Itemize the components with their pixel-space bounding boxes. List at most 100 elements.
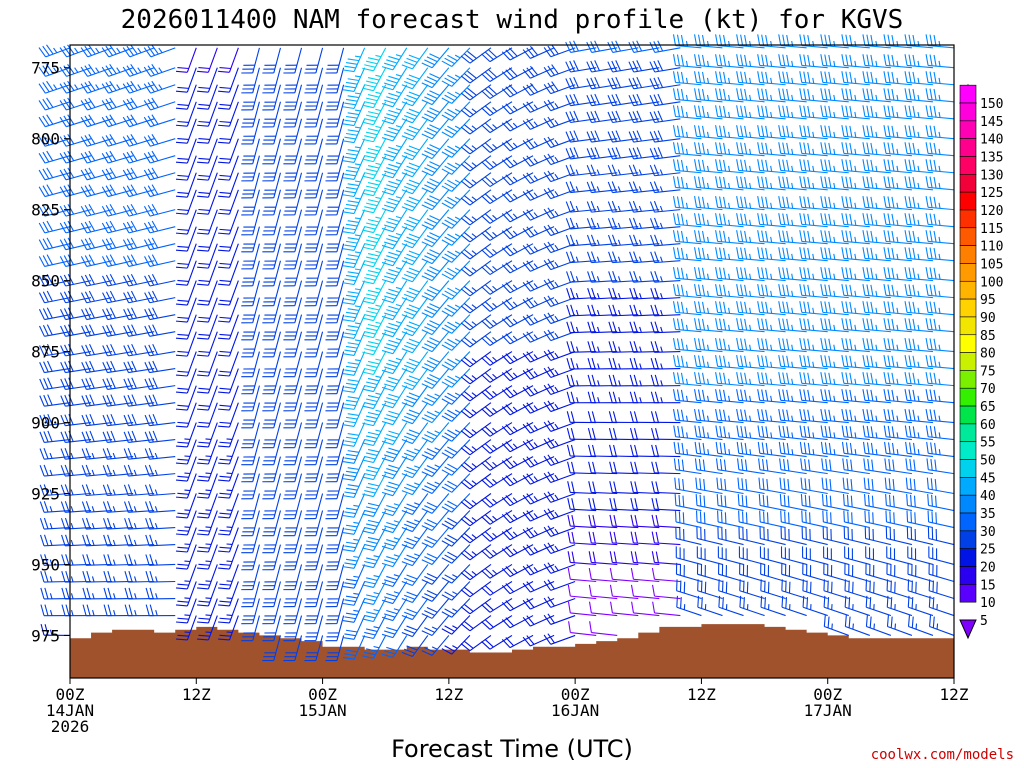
wind-barb — [144, 237, 176, 251]
barb-staff — [228, 84, 239, 110]
barb-feather — [424, 150, 435, 157]
barb-feather — [611, 60, 618, 72]
wind-barb — [175, 226, 197, 252]
barb-feather — [401, 456, 413, 462]
wind-barb — [40, 587, 71, 600]
barb-half-feather — [70, 469, 74, 476]
barb-feather — [404, 168, 416, 175]
barb-feather — [127, 394, 133, 406]
barb-feather — [65, 570, 70, 583]
barb-staff — [336, 581, 345, 607]
barb-half-feather — [414, 502, 420, 506]
wind-barb — [342, 331, 366, 356]
barb-feather — [144, 275, 151, 287]
barb-feather — [364, 277, 376, 281]
wind-barb — [218, 155, 239, 181]
wind-barb — [325, 118, 345, 145]
wind-barb — [522, 297, 555, 309]
barb-feather — [198, 228, 210, 231]
wind-barb — [522, 492, 555, 505]
barb-staff — [150, 101, 176, 111]
barb-feather — [59, 292, 67, 304]
barb-feather — [197, 124, 209, 127]
barb-feather — [218, 354, 230, 357]
wind-barb — [262, 493, 282, 520]
barb-staff — [336, 598, 345, 624]
wind-barb — [481, 101, 513, 117]
barb-feather — [342, 140, 355, 144]
wind-barb — [80, 150, 113, 164]
barb-staff — [294, 155, 303, 181]
barb-staff — [107, 385, 134, 390]
barb-feather — [131, 360, 137, 372]
barb-staff — [252, 101, 260, 128]
barb-staff — [128, 509, 155, 513]
barb-feather — [106, 484, 112, 496]
barb-half-feather — [596, 186, 600, 192]
barb-half-feather — [597, 363, 600, 370]
barb-feather — [406, 253, 418, 259]
wind-barb — [522, 527, 555, 539]
barb-feather — [613, 551, 617, 563]
barb-feather — [404, 132, 416, 138]
wind-barb — [262, 581, 282, 608]
barb-feather — [88, 133, 96, 145]
barb-feather — [39, 414, 45, 426]
barb-staff — [107, 527, 134, 530]
barb-feather — [366, 256, 378, 261]
barb-feather — [426, 164, 438, 170]
barb-half-feather — [471, 287, 477, 292]
barb-staff — [489, 598, 513, 613]
barb-feather — [151, 150, 159, 162]
barb-feather — [38, 116, 46, 128]
barb-feather — [342, 373, 355, 376]
barb-staff — [186, 47, 197, 73]
barb-feather — [218, 195, 230, 198]
wind-barb — [630, 481, 660, 495]
wind-barb — [61, 570, 92, 583]
barb-half-feather — [617, 186, 621, 192]
barb-staff — [207, 67, 218, 93]
wind-barb — [543, 241, 576, 254]
barb-feather — [404, 415, 416, 421]
barb-feather — [38, 100, 46, 111]
barb-feather — [64, 394, 70, 406]
barb-staff — [489, 634, 513, 650]
barb-feather — [628, 61, 635, 73]
wind-barb — [304, 544, 324, 571]
barb-half-feather — [471, 500, 477, 505]
wind-barb — [304, 189, 324, 216]
barb-staff — [186, 493, 197, 519]
barb-feather — [43, 501, 49, 513]
barb-half-feather — [133, 559, 137, 566]
barb-feather — [218, 425, 230, 428]
barb-staff — [273, 544, 282, 570]
barb-feather — [175, 161, 188, 164]
barb-feather — [81, 448, 87, 460]
barb-feather — [406, 395, 418, 401]
wind-barb — [342, 172, 366, 198]
barb-feather — [384, 258, 396, 263]
wind-barb — [587, 357, 618, 370]
barb-feather — [147, 168, 155, 180]
barb-half-feather — [375, 91, 382, 95]
barb-staff — [336, 314, 345, 340]
barb-half-feather — [70, 506, 74, 512]
wind-barb — [102, 430, 134, 444]
barb-half-feather — [492, 231, 498, 237]
barb-feather — [421, 437, 433, 443]
wind-barb — [283, 84, 303, 111]
barb-feather — [364, 118, 376, 122]
barb-feather — [175, 408, 188, 411]
barb-feather — [570, 374, 575, 387]
barb-staff — [315, 544, 324, 570]
barb-feather — [386, 575, 398, 581]
wind-barb — [283, 456, 303, 483]
barb-feather — [89, 360, 95, 372]
wind-barb — [38, 290, 71, 304]
barb-staff — [129, 118, 155, 128]
barb-feather — [421, 366, 433, 372]
wind-barb — [381, 67, 408, 91]
barb-feather — [386, 292, 398, 297]
wind-barb — [481, 172, 513, 188]
